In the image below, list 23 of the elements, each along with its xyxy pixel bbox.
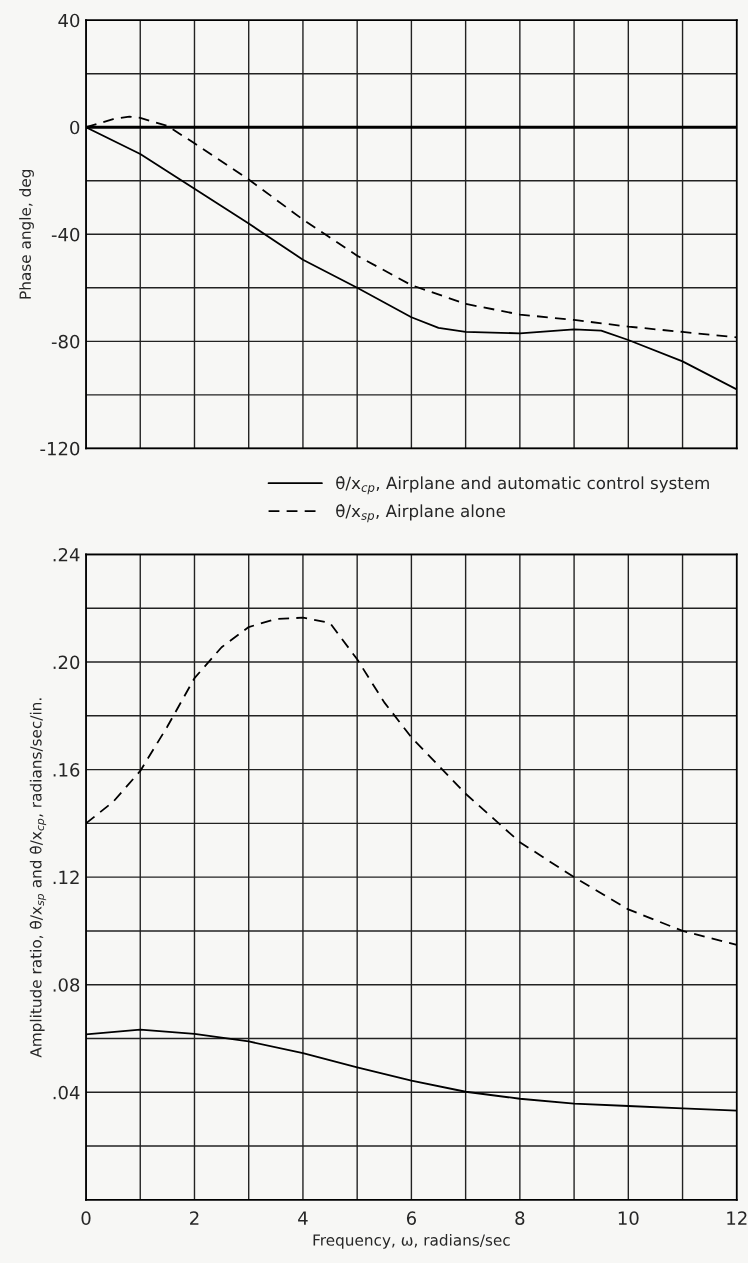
y-axis-title: Phase angle, deg bbox=[19, 169, 34, 299]
y-tick-label: -120 bbox=[40, 441, 80, 456]
x-axis-title: Frequency, ω, radians/sec bbox=[313, 1233, 510, 1249]
y-axis-title: Amplitude ratio, θ̇/x$_{sp}$ and θ̇/x$_{cp}$, radians/sec/in. bbox=[29, 698, 47, 1058]
y-tick-label: .24 bbox=[53, 547, 80, 562]
legend-label: θ̇/x$_{sp}$, Airplane alone bbox=[336, 504, 505, 523]
y-tick-label: .08 bbox=[53, 978, 80, 992]
x-tick-label: 8 bbox=[515, 1211, 525, 1225]
y-tick-label: -40 bbox=[51, 227, 80, 242]
y-tick-label: 0 bbox=[70, 120, 80, 135]
x-tick-label: 2 bbox=[190, 1211, 199, 1225]
y-tick-label: .12 bbox=[53, 870, 79, 885]
x-tick-label: 0 bbox=[81, 1211, 91, 1225]
legend-label: θ̇/x$_{cp}$, Airplane and automatic control system bbox=[336, 476, 709, 495]
x-tick-label: 6 bbox=[406, 1211, 417, 1225]
y-tick-label: -80 bbox=[51, 334, 80, 349]
x-tick-label: 12 bbox=[727, 1211, 747, 1225]
x-tick-label: 4 bbox=[298, 1211, 308, 1225]
y-tick-label: .16 bbox=[53, 763, 80, 777]
y-tick-label: 40 bbox=[58, 13, 80, 28]
x-tick-label: 10 bbox=[618, 1211, 639, 1225]
y-tick-label: .20 bbox=[53, 655, 80, 670]
y-tick-label: .04 bbox=[53, 1085, 80, 1100]
